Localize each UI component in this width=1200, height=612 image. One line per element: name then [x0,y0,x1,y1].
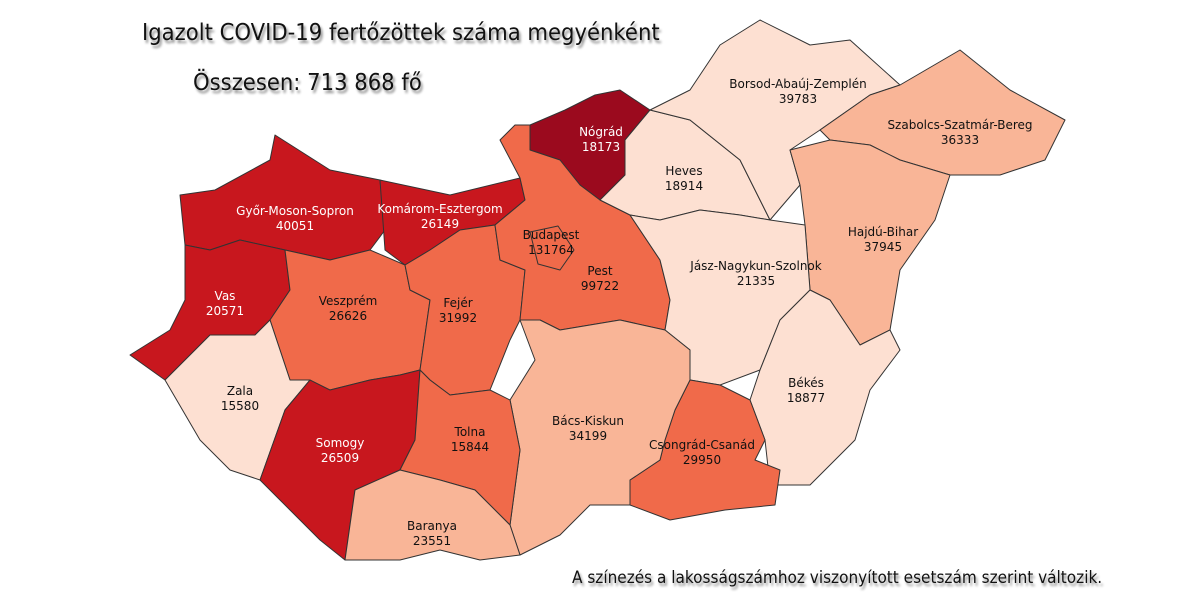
county-cases-somogy: 26509 [321,451,359,465]
county-name-somogy: Somogy [316,436,365,450]
county-cases-fejer: 31992 [439,311,477,325]
county-budapest [529,225,575,271]
county-name-nograd: Nógrád [579,125,623,139]
county-name-szabolcs: Szabolcs-Szatmár-Bereg [887,118,1032,132]
county-cases-baranya: 23551 [413,534,451,548]
county-name-zala: Zala [227,384,253,398]
county-name-komarom: Komárom-Esztergom [377,202,502,216]
county-cases-bekes: 18877 [787,391,825,405]
county-gyor [179,134,386,261]
county-cases-vas: 20571 [206,304,244,318]
county-fejer [404,224,526,396]
county-name-hajdu: Hajdú-Bihar [848,225,918,239]
county-name-bacs: Bács-Kiskun [552,414,624,428]
county-name-bekes: Békés [788,376,824,390]
county-bekes [749,289,901,486]
county-cases-bacs: 34199 [569,429,607,443]
county-cases-nograd: 18173 [582,140,620,154]
county-cases-komarom: 26149 [421,217,459,231]
county-name-pest: Pest [587,264,612,278]
county-name-budapest: Budapest [523,228,580,242]
county-cases-gyor: 40051 [276,219,314,233]
county-cases-borsod: 39783 [779,92,817,106]
total-cases: Összesen: 713 868 fő [193,70,422,96]
county-name-jasz: Jász-Nagykun-Szolnok [689,259,821,273]
color-note: A színezés a lakosságszámhoz viszonyítot… [572,568,1103,588]
county-cases-veszprem: 26626 [329,309,367,323]
county-cases-szabolcs: 36333 [941,133,979,147]
county-cases-pest: 99722 [581,279,619,293]
county-cases-heves: 18914 [665,179,703,193]
county-name-gyor: Győr-Moson-Sopron [236,204,354,218]
county-name-csongrad: Csongrád-Csanád [649,438,755,452]
county-cases-csongrad: 29950 [683,453,721,467]
map-title: Igazolt COVID-19 fertőzöttek száma megyé… [142,20,660,46]
county-name-vas: Vas [215,289,236,303]
county-cases-jasz: 21335 [737,274,775,288]
county-baranya [344,469,521,561]
county-name-fejer: Fejér [443,296,472,310]
county-name-heves: Heves [665,164,702,178]
county-name-tolna: Tolna [454,425,486,439]
county-name-baranya: Baranya [407,519,457,533]
county-name-borsod: Borsod-Abaúj-Zemplén [729,77,866,91]
county-jasz [629,209,811,386]
county-name-veszprem: Veszprém [319,294,378,308]
county-cases-hajdu: 37945 [864,240,902,254]
county-cases-zala: 15580 [221,399,259,413]
county-cases-budapest: 131764 [528,243,574,257]
county-cases-tolna: 15844 [451,440,489,454]
